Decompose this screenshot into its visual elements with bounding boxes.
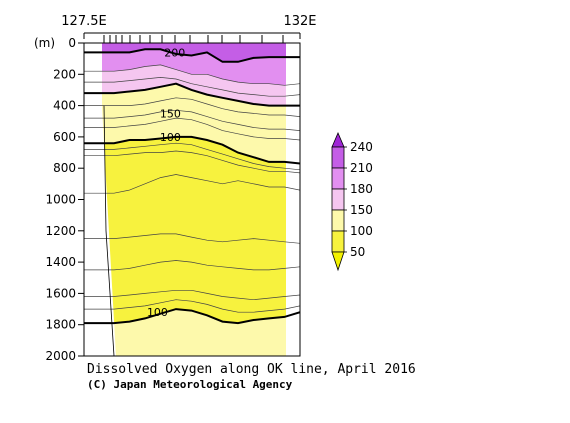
no-data-region xyxy=(84,43,116,356)
y-tick-label: 1400 xyxy=(45,255,76,269)
contour-label: 100 xyxy=(160,131,181,144)
y-tick-label: 0 xyxy=(68,36,76,50)
colorbar-segment xyxy=(331,209,345,232)
oxygen-section: 200 150 100 100 xyxy=(84,43,300,356)
thin-contour xyxy=(84,109,300,131)
lon-label-left: 127.5E xyxy=(61,14,106,29)
y-tick-label: 1800 xyxy=(45,318,76,332)
chart-title: Dissolved Oxygen along OK line, April 20… xyxy=(87,362,416,377)
no-data-region-right xyxy=(286,43,300,356)
y-axis: 0 200 400 600 800 1000 1200 1400 1600 1800 2000 xyxy=(45,36,84,363)
y-tick-label: 800 xyxy=(53,161,76,175)
thin-contour xyxy=(84,64,300,86)
thin-contour xyxy=(84,174,300,194)
thin-contour xyxy=(84,233,300,244)
colorbar-segment xyxy=(331,188,345,211)
station-ticks xyxy=(83,32,301,43)
colorbar-label: 100 xyxy=(350,224,373,238)
colorbar-segment xyxy=(331,230,345,253)
contour-label: 100 xyxy=(147,306,168,319)
color-bands xyxy=(84,43,300,356)
colorbar-segment xyxy=(331,167,345,190)
y-tick-label: 600 xyxy=(53,130,76,144)
thin-contour xyxy=(84,150,300,174)
colorbar-label: 50 xyxy=(350,245,365,259)
contour-labels: 200 150 100 100 xyxy=(147,46,185,319)
y-tick-label: 2000 xyxy=(45,349,76,363)
y-unit-label: (m) xyxy=(34,36,55,50)
colorbar-top-arrow xyxy=(331,131,345,148)
credit-text: (C) Japan Meteorological Agency xyxy=(87,378,293,391)
colorbar: 240 210 180 150 100 50 xyxy=(331,131,373,272)
contour-label: 150 xyxy=(160,107,181,120)
y-tick-label: 1600 xyxy=(45,286,76,300)
y-tick-label: 200 xyxy=(53,67,76,81)
contour-label: 200 xyxy=(164,46,185,59)
thin-contour xyxy=(84,260,300,271)
thin-contour xyxy=(84,97,300,117)
bold-contour-100 xyxy=(84,135,300,165)
colorbar-label: 240 xyxy=(350,140,373,154)
lon-label-right: 132E xyxy=(283,14,316,29)
thin-contour xyxy=(84,299,300,313)
bold-contour-200 xyxy=(84,48,300,63)
colorbar-label: 210 xyxy=(350,161,373,175)
thin-contour xyxy=(84,77,300,97)
thin-contour xyxy=(84,289,300,301)
colorbar-label: 150 xyxy=(350,203,373,217)
colorbar-segment xyxy=(331,146,345,169)
thin-contours xyxy=(84,64,300,313)
thin-contour xyxy=(84,142,300,171)
band-210-240 xyxy=(84,43,300,62)
y-tick-label: 400 xyxy=(53,99,76,113)
bold-contours xyxy=(84,48,300,325)
bottom-profile-line xyxy=(103,105,115,357)
bold-contour-100 xyxy=(84,308,300,325)
y-tick-label: 1000 xyxy=(45,193,76,207)
thin-contour xyxy=(84,117,300,141)
colorbar-bottom-arrow xyxy=(331,251,345,272)
y-tick-label: 1200 xyxy=(45,224,76,238)
station-profile xyxy=(103,105,115,357)
bold-contour-150 xyxy=(84,82,300,107)
colorbar-label: 180 xyxy=(350,182,373,196)
